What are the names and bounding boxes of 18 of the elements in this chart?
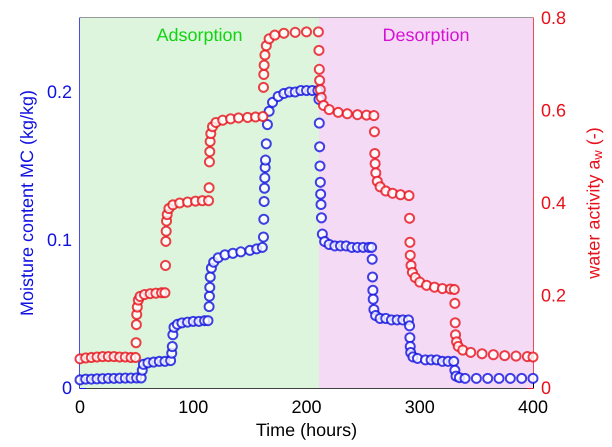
y-axis-title: Moisture content MC (kg/kg) [17,90,38,316]
y2-axis-title: water activity aw (-) [584,127,605,280]
y-tick-label: 0 [62,378,72,398]
x-tick-label: 200 [291,397,322,417]
x-tick-label: 300 [404,397,435,417]
y2-tick-label: 0 [541,378,552,398]
x-tick-label: 0 [74,397,86,417]
x-axis-title: Time (hours) [256,420,358,440]
band-label: Desorption [382,25,470,45]
y2-tick-label: 0.6 [541,100,566,120]
y-tick-label: 0.2 [46,82,72,102]
y2-tick-label: 0.4 [541,193,566,213]
x-tick-label: 400 [518,397,548,417]
y-tick-label: 0.1 [46,230,72,250]
y2-tick-label: 0.2 [541,286,566,306]
x-tick-label: 100 [178,397,208,417]
y2-tick-label: 0.8 [541,8,566,28]
band-label: Adsorption [156,25,243,45]
